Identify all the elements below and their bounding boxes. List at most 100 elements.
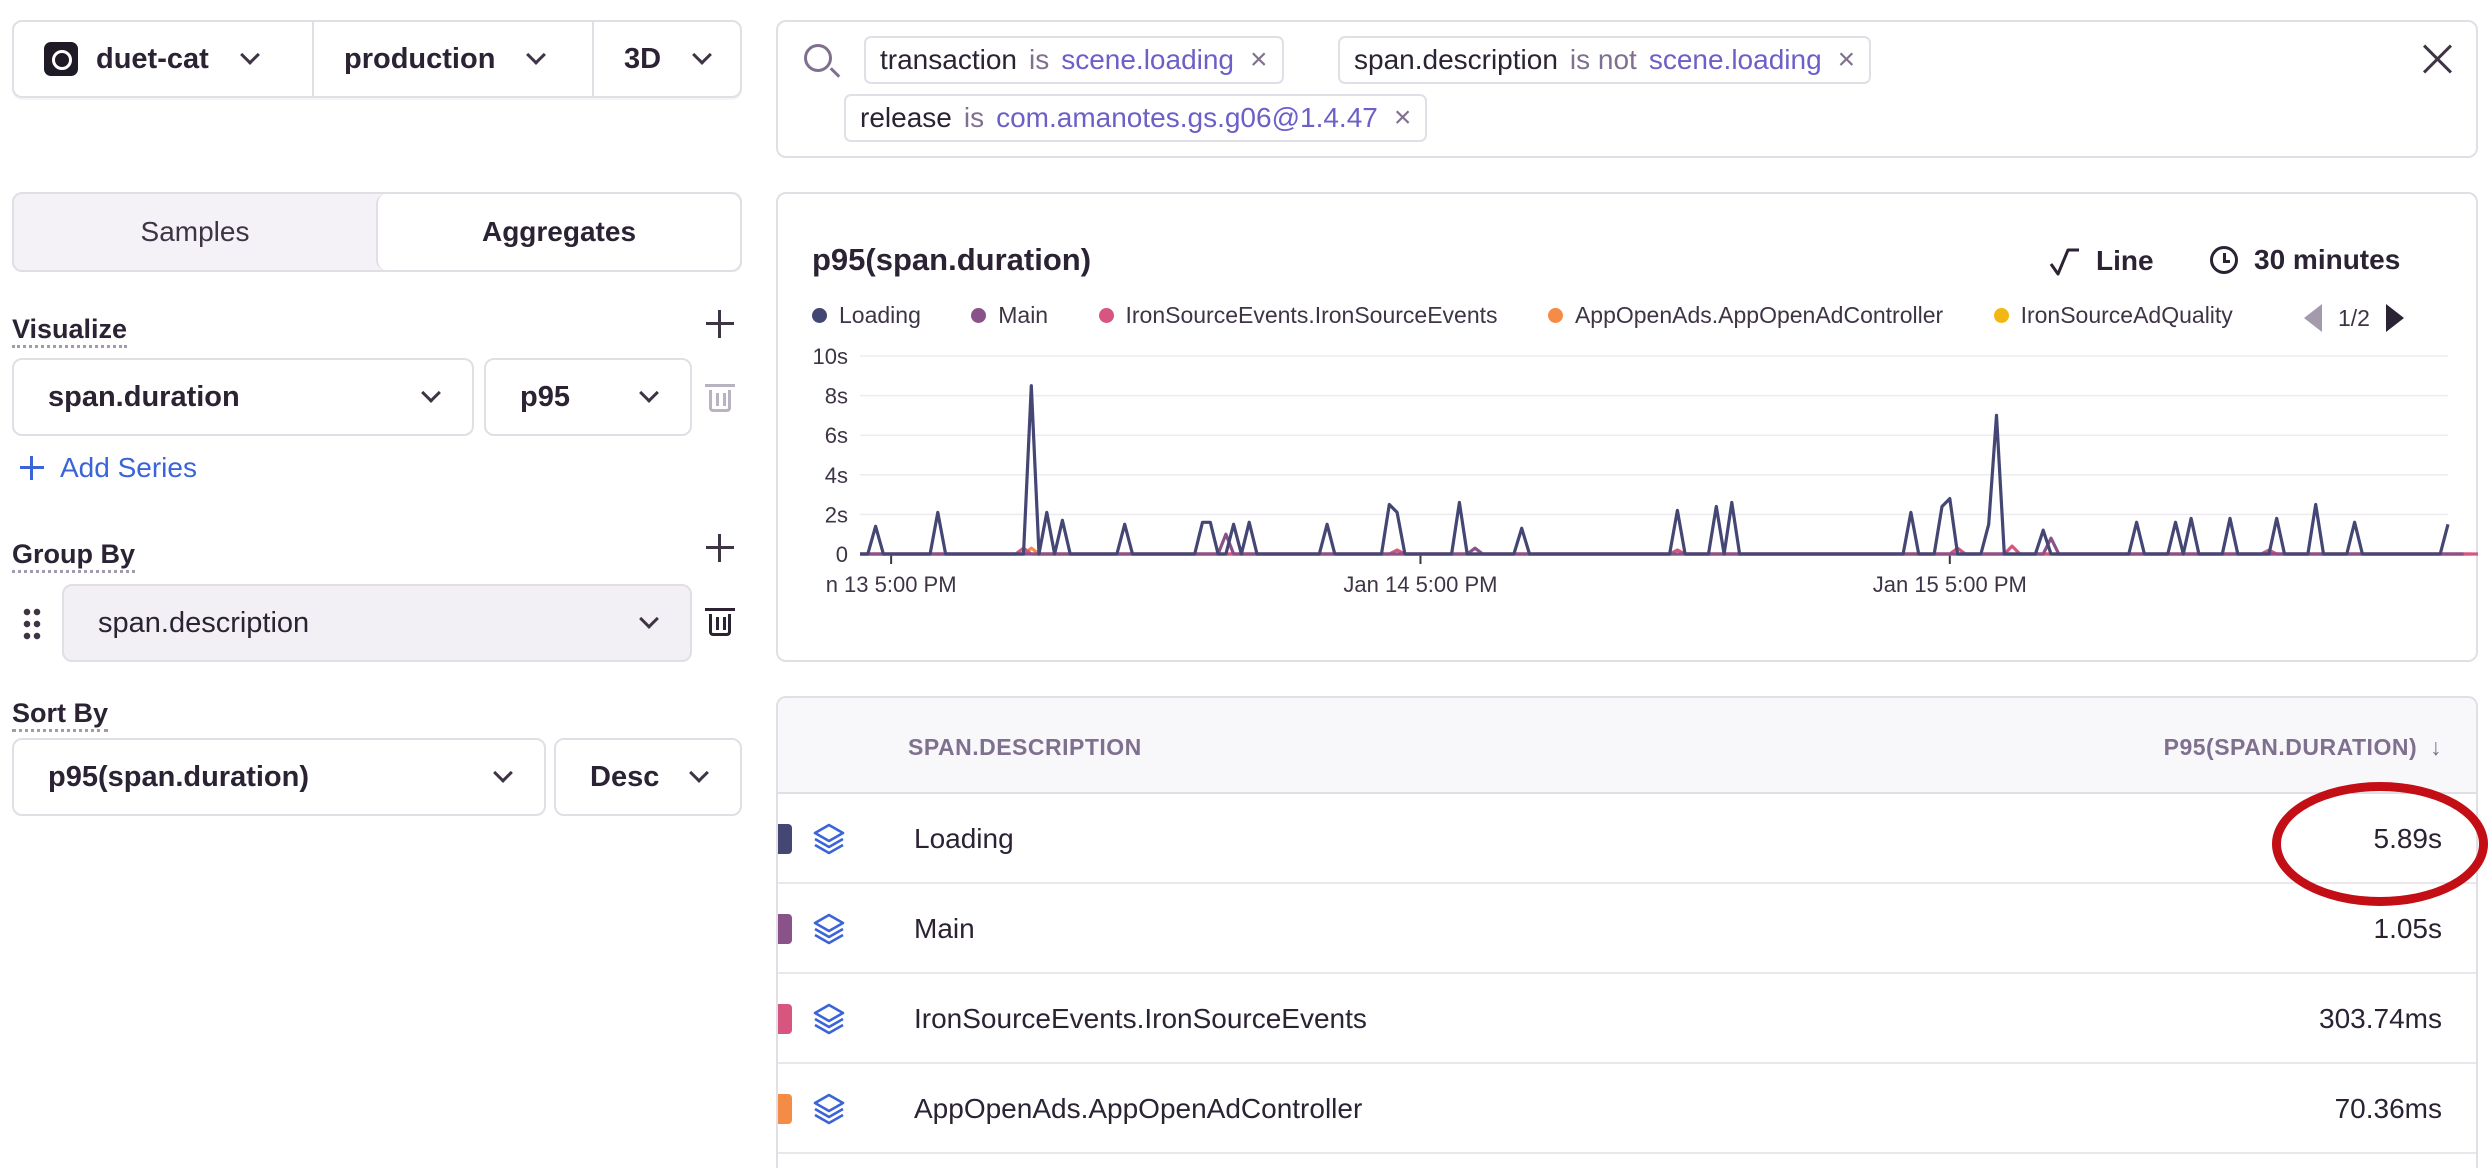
legend-pager: 1/2 [2304,304,2404,332]
remove-filter-icon[interactable]: × [1837,43,1856,76]
visualize-label: Visualize [12,313,128,348]
plus-icon [20,456,44,480]
chevron-down-icon [239,45,260,65]
visualize-function-select[interactable]: p95 [484,358,692,436]
table-header: SPAN.DESCRIPTION P95(SPAN.DURATION) ↓ [778,698,2476,794]
series-color-swatch [778,914,792,944]
filter-key: span.description [1354,44,1558,75]
table-row[interactable]: Loading 5.89s [778,794,2476,884]
search-filter-bar[interactable]: transaction is scene.loading × span.desc… [776,20,2478,158]
row-span-description[interactable]: Loading [914,823,1014,854]
drag-handle-icon[interactable] [22,606,42,640]
group-by-field-value: span.description [98,606,310,639]
project-selector[interactable]: duet-cat [14,22,314,96]
legend-dot [1098,308,1114,323]
project-filter-bar: duet-cat production 3D [12,20,742,98]
chart-interval-selector[interactable]: 30 minutes [2210,244,2400,276]
sort-order-value: Desc [590,760,660,793]
table-row[interactable]: Main 1.05s [778,884,2476,974]
chevron-down-icon [689,763,709,783]
samples-stack-icon[interactable] [812,912,846,946]
visualize-function-value: p95 [520,380,570,413]
series-line-loading [860,384,2450,556]
sort-by-field-select[interactable]: p95(span.duration) [12,738,546,816]
filter-token-span-description[interactable]: span.description is not scene.loading × [1338,36,1872,84]
delete-series-trash-icon[interactable] [705,382,735,412]
legend-label: Loading [839,302,921,328]
legend-dot [1993,308,2009,323]
clear-search-close-icon[interactable] [2422,44,2452,74]
legend-item[interactable]: IronSourceEvents.IronSourceEvents [1098,302,1498,329]
column-header-p95[interactable]: P95(SPAN.DURATION) ↓ [2164,734,2442,761]
samples-stack-icon[interactable] [812,822,846,856]
legend-label: IronSourceAdQuality [2020,302,2233,328]
search-icon [804,44,832,72]
legend-item[interactable]: Loading [812,302,921,329]
results-table: SPAN.DESCRIPTION P95(SPAN.DURATION) ↓ Lo… [776,696,2478,1168]
samples-stack-icon[interactable] [812,1002,846,1036]
filter-value[interactable]: scene.loading [1061,44,1235,75]
mode-tabs: Samples Aggregates [12,192,742,272]
legend-item[interactable]: Main [971,302,1048,329]
filter-token-release[interactable]: release is com.amanotes.gs.g06@1.4.47 × [844,94,1428,142]
row-p95-value: 70.36ms [2334,1093,2442,1124]
group-by-label: Group By [12,538,136,573]
legend-label: Main [998,302,1049,328]
clock-icon [2210,246,2238,274]
tab-samples[interactable]: Samples [140,216,250,247]
filter-value[interactable]: com.amanotes.gs.g06@1.4.47 [996,102,1378,133]
environment-selector[interactable]: production [314,22,594,96]
row-span-description[interactable]: Main [914,913,975,944]
add-series-label: Add Series [60,452,197,483]
legend-next-icon[interactable] [2385,304,2404,332]
chart-canvas[interactable]: 0 2s 4s 6s 8s 10s n 13 5:00 PM Jan 14 5:00 PM Ja… [778,334,2478,634]
period-selector[interactable]: 3D [594,22,740,96]
filter-token-transaction[interactable]: transaction is scene.loading × [864,36,1284,84]
highlight-circle-annotation [2272,782,2488,906]
tab-aggregates[interactable]: Aggregates [376,194,740,270]
filter-value[interactable]: scene.loading [1648,44,1822,75]
row-span-description[interactable]: IronSourceEvents.IronSourceEvents [914,1003,1367,1034]
add-visualize-plus-icon[interactable] [706,310,734,338]
sort-by-field-value: p95(span.duration) [48,760,310,793]
column-header-span-description[interactable]: SPAN.DESCRIPTION [908,734,1142,760]
chart-interval-label: 30 minutes [2254,244,2401,275]
legend-dot [971,308,987,323]
table-row[interactable]: IronSourceEvents.IronSourceEvents 303.74m… [778,974,2476,1064]
series-color-swatch [778,824,792,854]
remove-filter-icon[interactable]: × [1393,101,1412,134]
filter-operator[interactable]: is [1028,44,1050,75]
legend-item[interactable]: AppOpenAds.AppOpenAdController [1547,302,1943,329]
chevron-down-icon [493,763,513,783]
environment-name: production [344,42,496,75]
remove-filter-icon[interactable]: × [1250,43,1268,76]
y-tick-label: 0 [836,542,848,567]
filter-operator[interactable]: is not [1569,44,1637,75]
filter-operator[interactable]: is [963,102,985,133]
row-span-description[interactable]: AppOpenAds.AppOpenAdController [914,1093,1363,1124]
add-series-button[interactable]: Add Series [20,452,197,484]
chart-type-selector[interactable]: Line [2048,244,2154,278]
period-value: 3D [624,42,662,75]
legend-item[interactable]: IronSourceAdQuality [1993,302,2233,329]
samples-stack-icon[interactable] [812,1092,846,1126]
y-tick-label: 4s [825,463,848,488]
legend-prev-icon[interactable] [2304,304,2322,332]
table-row[interactable]: AppOpenAds.AppOpenAdController 70.36ms [778,1064,2476,1154]
add-group-by-plus-icon[interactable] [706,534,734,562]
visualize-field-select[interactable]: span.duration [12,358,474,436]
delete-group-by-trash-icon[interactable] [705,606,735,636]
x-tick-label: Jan 14 5:00 PM [1343,572,1497,597]
group-by-field-select[interactable]: span.description [62,584,692,662]
legend-page-label: 1/2 [2338,304,2370,331]
filter-key: transaction [880,44,1017,75]
x-tick-label: Jan 15 5:00 PM [1873,572,2027,597]
y-tick-label: 2s [825,502,848,527]
column-header-p95-label: P95(SPAN.DURATION) [2163,734,2418,760]
chart-title: p95(span.duration) [812,242,1092,277]
project-logo-icon [44,42,78,76]
y-tick-label: 10s [813,344,848,369]
legend-dot [812,308,827,323]
sort-order-select[interactable]: Desc [554,738,742,816]
visualize-field-value: span.duration [48,380,240,413]
